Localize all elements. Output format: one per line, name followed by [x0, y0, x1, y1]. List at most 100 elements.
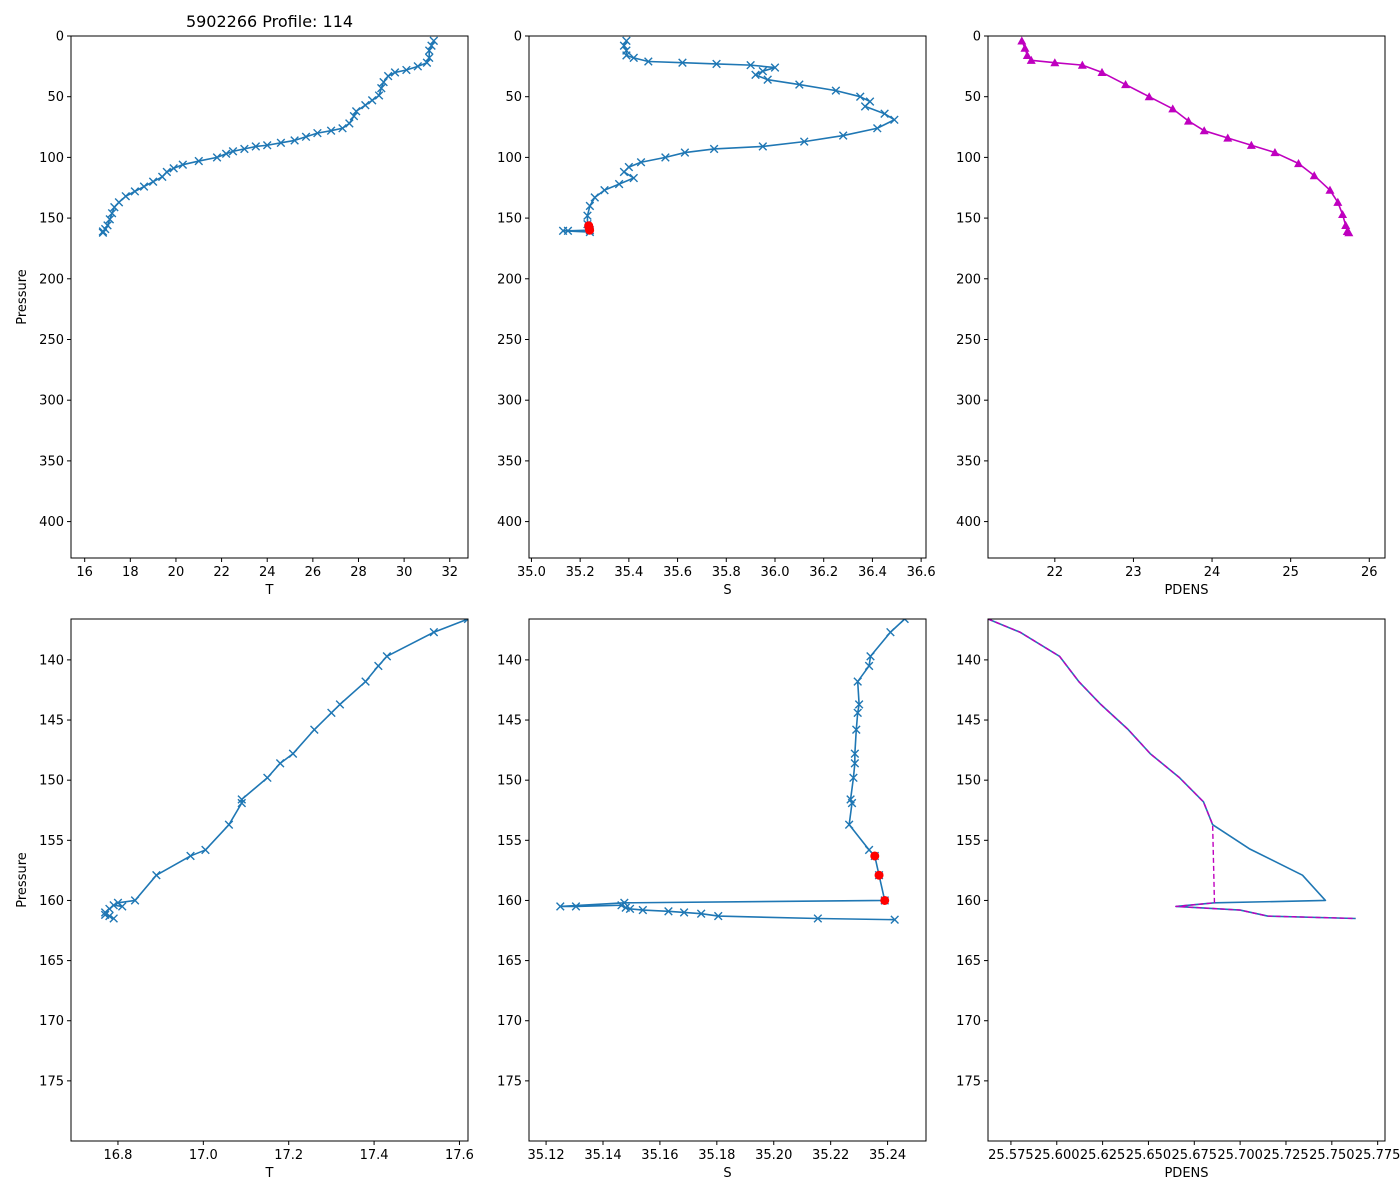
data-point: [880, 109, 889, 118]
data-point: [890, 115, 899, 125]
data-point: [1097, 67, 1107, 77]
sal-full-data: [558, 36, 899, 237]
data-point: [212, 153, 222, 162]
data-point: [1333, 197, 1343, 206]
figure-title: 5902266 Profile: 114: [186, 12, 353, 31]
x-axis-label: S: [723, 1166, 731, 1181]
x-tick-label: 35.0: [517, 565, 546, 580]
y-tick-label: 0: [56, 30, 64, 45]
x-axis-label: T: [265, 1166, 274, 1181]
flagged-point: [870, 851, 880, 861]
data-point: [361, 100, 370, 110]
y-axis-label: Pressure: [15, 852, 30, 908]
data-point: [886, 627, 895, 637]
y-tick-label: 165: [39, 954, 64, 969]
data-point: [130, 896, 140, 905]
x-tick-label: 17.0: [189, 1148, 218, 1163]
x-tick-label: 26: [305, 565, 322, 580]
pdens-full-data: [1017, 36, 1354, 237]
y-tick-label: 165: [497, 954, 522, 969]
data-point: [864, 661, 874, 671]
x-axis-label: PDENS: [1164, 583, 1208, 598]
data-point: [201, 845, 210, 855]
data-point: [746, 60, 755, 70]
y-tick-label: 170: [497, 1014, 522, 1029]
axes-frame: [528, 35, 927, 559]
y-tick-label: 150: [497, 212, 522, 227]
data-point: [367, 96, 377, 105]
data-point: [890, 915, 899, 924]
series-line: [562, 40, 896, 233]
x-tick-label: 35.22: [812, 1148, 849, 1163]
data-point: [1121, 80, 1131, 89]
x-tick-label: 35.20: [755, 1148, 792, 1163]
y-tick-label: 300: [497, 394, 522, 409]
data-point: [853, 677, 862, 686]
x-tick-label: 24: [259, 565, 276, 580]
data-point: [275, 759, 285, 768]
data-point: [770, 63, 780, 72]
x-tick-label: 35.14: [584, 1148, 621, 1163]
temp-full-panel: 16 18 20 22 24 26 28 30 32 0 50 100 150 200 250 300 350 4…: [15, 30, 469, 598]
data-point: [228, 147, 238, 156]
y-tick-label: 145: [497, 714, 522, 729]
data-point: [383, 71, 393, 81]
data-point: [335, 700, 345, 709]
pdens-full-panel: 22 23 24 25 26 0 50 100 150 200 250 300 350 400 PDENS: [956, 30, 1386, 598]
data-point: [661, 153, 670, 162]
data-point: [872, 123, 882, 133]
y-tick-label: 100: [956, 151, 981, 166]
data-point: [556, 902, 565, 911]
x-axis-label: T: [265, 583, 274, 598]
x-tick-label: 36.6: [907, 565, 936, 580]
sal-full-panel: 35.0 35.2 35.4 35.6 35.8 36.0 36.2 36.4 36.6 0 50 1…: [497, 30, 935, 599]
x-tick-label: 35.8: [712, 565, 741, 580]
data-point: [178, 160, 188, 169]
data-point: [361, 677, 370, 686]
data-point: [263, 773, 272, 783]
x-tick-label: 25.650: [1126, 1148, 1172, 1163]
data-point: [855, 92, 865, 101]
y-tick-label: 350: [39, 454, 64, 469]
y-tick-label: 400: [39, 515, 64, 530]
y-tick-label: 50: [964, 90, 981, 105]
data-point: [1077, 60, 1087, 69]
x-tick-label: 35.12: [527, 1148, 564, 1163]
data-point: [1223, 133, 1233, 142]
x-tick-label: 16: [76, 565, 93, 580]
axes-frame: [70, 618, 469, 1142]
data-point: [1050, 58, 1060, 67]
data-point: [851, 725, 861, 734]
x-tick-label: 25.725: [1263, 1148, 1309, 1163]
y-tick-label: 100: [39, 151, 64, 166]
data-point: [1168, 104, 1178, 113]
y-tick-label: 155: [39, 834, 64, 849]
flagged-point: [874, 870, 884, 880]
pdens-zoom-data: [988, 619, 1356, 920]
data-point: [351, 106, 361, 116]
data-point: [585, 201, 595, 211]
data-point: [402, 65, 411, 75]
y-tick-label: 400: [497, 515, 522, 530]
sal-zoom-data: [556, 619, 909, 924]
x-tick-label: 35.24: [869, 1148, 906, 1163]
data-point: [849, 773, 858, 783]
x-tick-label: 18: [122, 565, 139, 580]
data-point: [636, 157, 646, 167]
data-point: [622, 51, 631, 60]
y-tick-label: 150: [497, 774, 522, 789]
data-point: [625, 904, 635, 914]
y-tick-label: 160: [956, 894, 981, 909]
data-point: [1344, 228, 1354, 237]
data-point: [838, 131, 848, 140]
data-point: [629, 173, 639, 183]
data-point: [390, 68, 400, 77]
data-point: [622, 36, 631, 46]
y-tick-label: 150: [956, 774, 981, 789]
y-tick-label: 350: [956, 454, 981, 469]
x-tick-label: 36.4: [858, 565, 887, 580]
data-point: [799, 137, 809, 146]
x-tick-label: 32: [441, 565, 458, 580]
data-point: [326, 126, 336, 135]
data-point: [262, 140, 272, 150]
